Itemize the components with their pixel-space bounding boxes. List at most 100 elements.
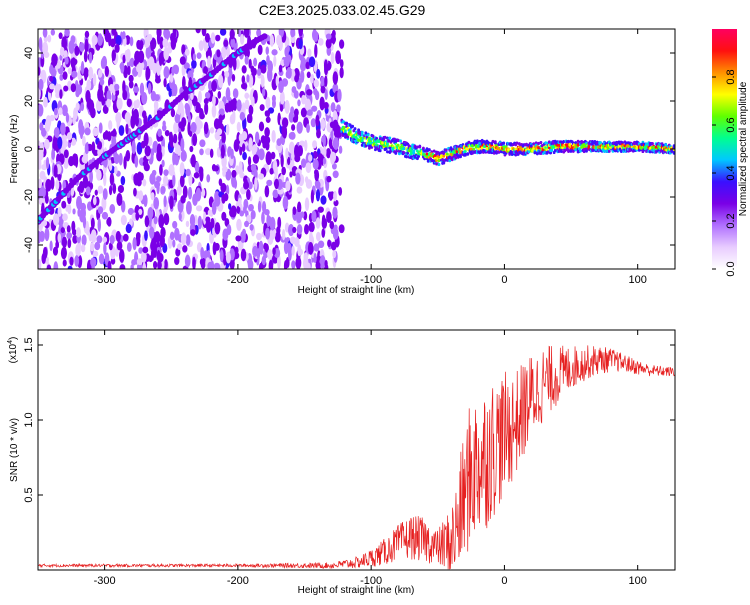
spectrogram-cell [84,127,91,136]
spectrogram-cell [203,42,209,52]
spectrogram-cell [70,35,76,44]
spectrogram-cell [102,188,108,200]
spectrogram-cell [290,29,295,38]
spectrogram-cell [198,40,204,52]
spectrogram-cell [229,257,235,269]
spectrogram-cell [619,149,623,153]
spectrogram-cell [102,236,108,243]
spectrogram-cell [72,234,78,244]
spectrogram-cell [49,114,55,122]
spectrogram-cell [185,103,191,117]
spectrogram-cell [159,36,164,49]
spectrogram-cell [122,54,126,64]
spectrogram-cell [237,29,242,37]
spectrogram-cell [321,228,326,238]
spectrogram-cell [135,211,140,221]
spectrogram-cell [135,231,141,240]
spectrogram-cell [271,94,276,103]
spectrogram-cell [95,99,102,112]
spectrogram-cell [257,44,263,56]
spectrogram-cell [381,141,385,145]
spectrogram-cell [61,200,67,209]
spectrogram-cell [264,185,270,198]
spectrogram-cell [314,43,318,58]
spectrogram-cell [108,120,113,131]
spectrogram-cell [212,165,220,172]
spectrogram-cell [144,215,150,228]
spectrogram-cell [311,105,318,112]
spectrogram-cell [396,138,400,143]
spectrogram-cell [562,139,566,144]
spectrogram-cell [127,207,135,215]
spectrogram-cell [315,114,320,127]
spectrogram-cell [243,29,250,38]
spectrogram-cell [248,104,254,116]
spectrogram-cell [78,119,84,133]
spectrogram-cell [317,206,324,213]
spectrogram-cell [331,29,336,38]
spectrogram-cell [181,75,186,90]
spectrogram-cell [307,242,314,255]
spectrogram-cell [109,204,116,214]
spectrogram-cell [338,145,343,154]
spectrogram-cell [437,158,441,163]
spectrogram-cell [466,152,470,156]
spectrogram-cell [483,144,486,149]
spectrogram-cell [591,142,594,146]
spectrogram-cell [290,106,295,116]
spectrogram-cell [317,38,324,46]
spectrogram-cell [248,137,253,152]
spectrogram-cell [640,146,644,150]
spectrogram-cell [145,65,151,80]
spectrogram-cell [285,180,291,192]
spectrogram-cell [161,260,165,269]
spectrogram-cell [163,66,170,79]
spectrogram-cell [156,176,162,183]
spectrogram-cell [450,158,454,162]
spectrogram-cell [224,71,230,78]
spectrogram-cell [281,166,286,176]
spectrogram-cell [185,234,191,246]
spectrogram-cell [91,141,96,154]
spectrogram-cell [332,71,339,85]
spectrogram-cell [221,155,227,169]
spectrogram-cell [97,206,104,215]
spectrogram-cell [256,232,262,241]
spectrogram-cell [59,74,64,81]
spectrogram-cell [300,107,307,118]
spectrogram-cell [294,237,300,247]
spectrogram-cell [284,46,289,58]
spectrogram-cell [205,220,212,233]
spectrogram-cell [330,241,337,251]
spectrogram-cell [58,107,63,116]
spectrogram-cell [139,39,144,50]
spectrogram-cell [47,34,52,43]
spectrogram-cell [221,194,226,204]
spectrogram-cell [313,79,320,88]
spectrogram-cell [115,111,122,124]
spectrogram-cell [432,149,436,153]
spectrogram-cell [241,228,247,238]
spectrogram-cell [42,29,48,38]
spectrogram-cell [277,254,281,269]
spectrogram-cell [310,118,316,128]
spectrogram-cell [301,94,307,105]
spectrogram-cell [383,135,387,139]
spectrogram-cell [51,148,56,161]
spectrogram-cell [313,88,318,96]
x-tick-label: -300 [94,575,116,587]
spectrogram-cell [111,49,116,62]
spectrogram-cell [236,218,242,231]
colorbar: 0.0 0.2 0.4 0.6 0.8 Normalized spectral ampl… [712,29,749,277]
spectrogram-cell [265,116,271,123]
spectrogram-cell [214,222,221,235]
spectrogram-cell [120,175,126,186]
x-tick-label: -200 [227,575,249,587]
spectrogram-cell [280,154,284,168]
spectrogram-cell [319,96,325,111]
spectrogram-cell [262,141,267,149]
spectrogram-cell [241,75,246,84]
spectrogram-cell [199,139,206,148]
